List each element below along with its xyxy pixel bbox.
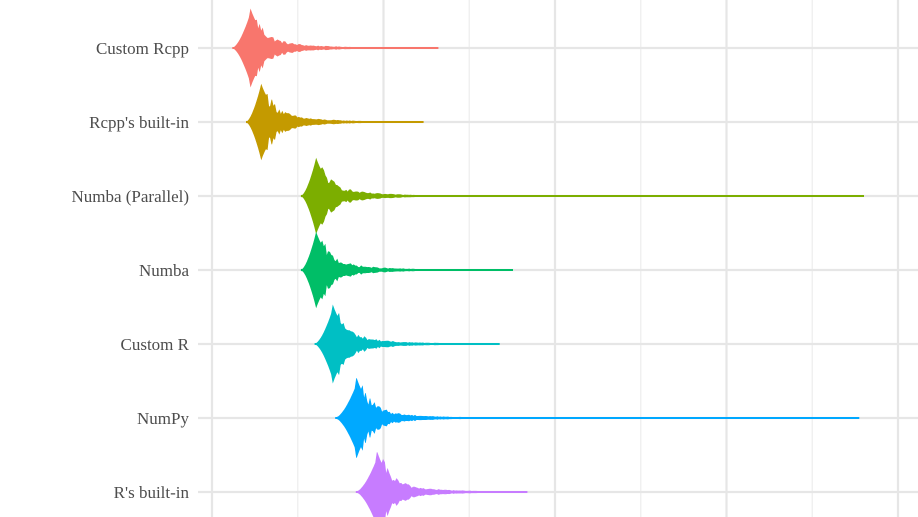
violin-rcpp-s-built-in [246,83,424,161]
violin-numba [300,231,513,309]
violin-numba-parallel [300,157,864,235]
violin-custom-r [314,304,500,384]
y-tick-label: NumPy [137,409,189,428]
y-tick-label: Custom R [121,335,190,354]
grid-lines [198,0,918,517]
y-axis-tick-labels: Custom Rcpp Rcpp's built-in Numba (Paralle… [71,39,189,502]
y-tick-label: Custom Rcpp [96,39,189,58]
violin-numpy [335,378,860,458]
violin-custom-rcpp [232,8,439,88]
y-tick-label: Numba (Parallel) [71,187,189,206]
violin-r-s-built-in [355,452,528,517]
y-tick-label: Numba [139,261,190,280]
y-tick-label: Rcpp's built-in [89,113,189,132]
y-tick-label: R's built-in [114,483,190,502]
violins [232,8,864,517]
